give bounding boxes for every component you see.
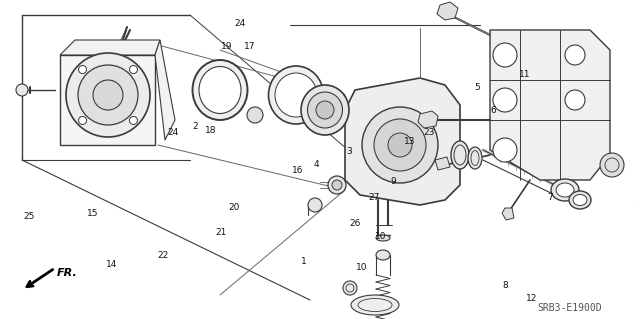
- Circle shape: [565, 45, 585, 65]
- Text: 10: 10: [356, 263, 367, 272]
- Ellipse shape: [275, 73, 317, 117]
- Ellipse shape: [193, 60, 248, 120]
- Ellipse shape: [316, 101, 334, 119]
- Text: 15: 15: [87, 209, 99, 218]
- Circle shape: [493, 138, 517, 162]
- Ellipse shape: [556, 183, 574, 197]
- Text: 3: 3: [346, 147, 351, 156]
- Ellipse shape: [307, 92, 342, 128]
- Polygon shape: [502, 208, 514, 220]
- Text: 11: 11: [519, 70, 531, 79]
- Text: FR.: FR.: [57, 268, 77, 278]
- Polygon shape: [60, 55, 155, 145]
- Text: 21: 21: [215, 228, 227, 237]
- Text: 18: 18: [205, 126, 217, 135]
- Text: 6: 6: [490, 106, 495, 115]
- Polygon shape: [345, 78, 460, 205]
- Text: 26: 26: [349, 219, 361, 228]
- Circle shape: [493, 43, 517, 67]
- Text: SRB3-E1900D: SRB3-E1900D: [538, 303, 602, 313]
- Polygon shape: [437, 2, 458, 20]
- Text: 16: 16: [292, 166, 303, 175]
- Polygon shape: [60, 40, 160, 55]
- Circle shape: [93, 80, 123, 110]
- Ellipse shape: [269, 66, 323, 124]
- Circle shape: [308, 198, 322, 212]
- Circle shape: [247, 107, 263, 123]
- Text: 17: 17: [244, 42, 255, 51]
- Circle shape: [565, 90, 585, 110]
- Circle shape: [374, 119, 426, 171]
- Text: 22: 22: [157, 251, 169, 260]
- Circle shape: [493, 88, 517, 112]
- Ellipse shape: [376, 250, 390, 260]
- Circle shape: [328, 176, 346, 194]
- Ellipse shape: [551, 179, 579, 201]
- Circle shape: [66, 53, 150, 137]
- Text: 4: 4: [314, 160, 319, 169]
- Circle shape: [16, 84, 28, 96]
- Text: 14: 14: [106, 260, 118, 269]
- Circle shape: [78, 65, 138, 125]
- Circle shape: [129, 65, 138, 74]
- Circle shape: [343, 281, 357, 295]
- Text: 12: 12: [525, 294, 537, 303]
- Circle shape: [362, 107, 438, 183]
- Text: 8: 8: [503, 281, 508, 290]
- Ellipse shape: [199, 66, 241, 114]
- Text: 24: 24: [234, 19, 246, 28]
- Text: 27: 27: [369, 193, 380, 202]
- Text: 13: 13: [404, 137, 415, 146]
- Text: 19: 19: [221, 42, 233, 51]
- Ellipse shape: [451, 141, 469, 169]
- Circle shape: [600, 153, 624, 177]
- Ellipse shape: [301, 85, 349, 135]
- Text: 20: 20: [228, 203, 239, 212]
- Circle shape: [129, 116, 138, 124]
- Text: 9: 9: [391, 177, 396, 186]
- Ellipse shape: [569, 191, 591, 209]
- Ellipse shape: [468, 147, 482, 169]
- Ellipse shape: [573, 195, 587, 205]
- Circle shape: [79, 65, 86, 74]
- Text: 25: 25: [23, 212, 35, 221]
- Text: 23: 23: [423, 128, 435, 137]
- Ellipse shape: [376, 235, 390, 241]
- Circle shape: [79, 116, 86, 124]
- Polygon shape: [490, 30, 610, 180]
- Text: 5: 5: [474, 83, 479, 92]
- Circle shape: [332, 180, 342, 190]
- Polygon shape: [155, 40, 175, 140]
- Polygon shape: [435, 157, 450, 170]
- Ellipse shape: [351, 295, 399, 315]
- Circle shape: [388, 133, 412, 157]
- Polygon shape: [418, 111, 438, 128]
- Text: 10: 10: [375, 232, 387, 241]
- Text: 24: 24: [167, 128, 179, 137]
- Text: 2: 2: [193, 122, 198, 130]
- Text: 1: 1: [301, 257, 307, 266]
- Text: 7: 7: [548, 193, 553, 202]
